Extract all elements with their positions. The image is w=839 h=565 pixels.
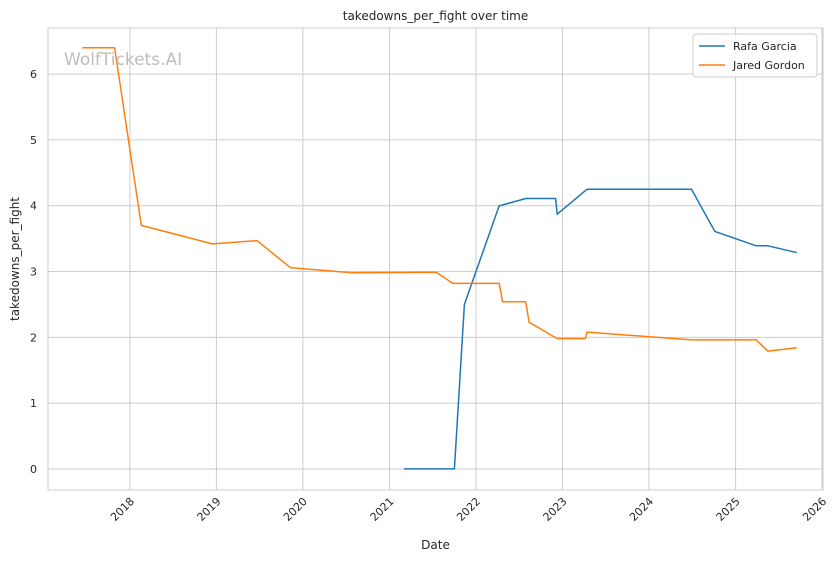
x-tick-label: 2020 [281,495,310,524]
y-tick-label: 0 [30,463,37,476]
y-tick-label: 6 [30,68,37,81]
x-tick-label: 2025 [714,495,743,524]
legend-label: Rafa Garcia [733,40,797,53]
grid [48,28,823,490]
y-tick-label: 4 [30,200,37,213]
x-tick-label: 2024 [627,495,656,524]
legend-box [692,33,818,78]
y-axis-label: takedowns_per_fight [8,197,22,321]
legend: Rafa Garcia Jared Gordon [692,33,818,78]
y-tick-label: 1 [30,397,37,410]
x-tick-label: 2018 [108,495,137,524]
y-tick-label: 3 [30,266,37,279]
chart-title: takedowns_per_fight over time [343,9,529,23]
y-tick-label: 2 [30,331,37,344]
y-tick-label: 5 [30,134,37,147]
x-tick-label: 2023 [541,495,570,524]
series-line-rafa-garcia [403,188,797,470]
x-tick-label: 2021 [368,495,397,524]
plot-frame [47,27,824,491]
series-lines [82,46,797,470]
x-tick-label: 2026 [800,495,829,524]
x-tick-label: 2022 [454,495,483,524]
legend-label: Jared Gordon [732,59,805,72]
series-line-jared-gordon [82,46,797,352]
plot-area [48,28,823,490]
watermark: WolfTickets.AI [64,50,182,70]
x-tick-label: 2019 [195,495,224,524]
x-axis-label: Date [421,538,450,552]
